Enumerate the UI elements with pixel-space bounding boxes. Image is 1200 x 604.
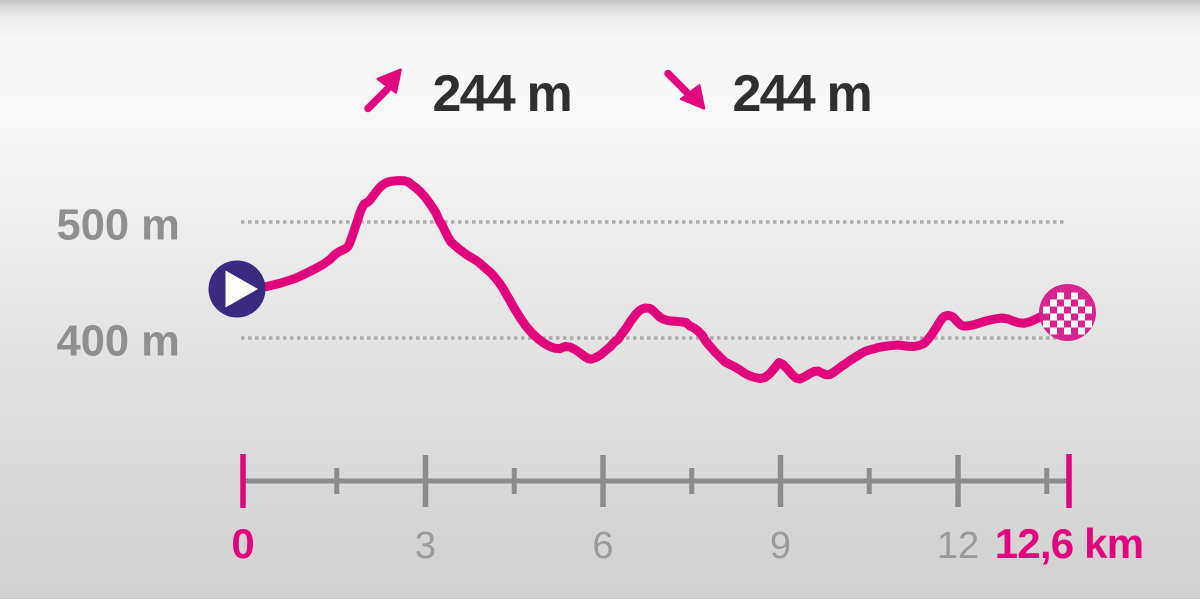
svg-text:500 m: 500 m <box>57 202 180 250</box>
svg-text:0: 0 <box>231 520 254 567</box>
svg-text:12,6 km: 12,6 km <box>995 520 1144 567</box>
svg-text:12: 12 <box>937 525 979 567</box>
svg-text:9: 9 <box>770 525 791 567</box>
svg-text:6: 6 <box>592 525 613 567</box>
svg-text:244 m: 244 m <box>733 65 871 123</box>
svg-text:400 m: 400 m <box>57 318 180 366</box>
svg-text:3: 3 <box>415 525 436 567</box>
svg-text:244 m: 244 m <box>433 65 571 123</box>
